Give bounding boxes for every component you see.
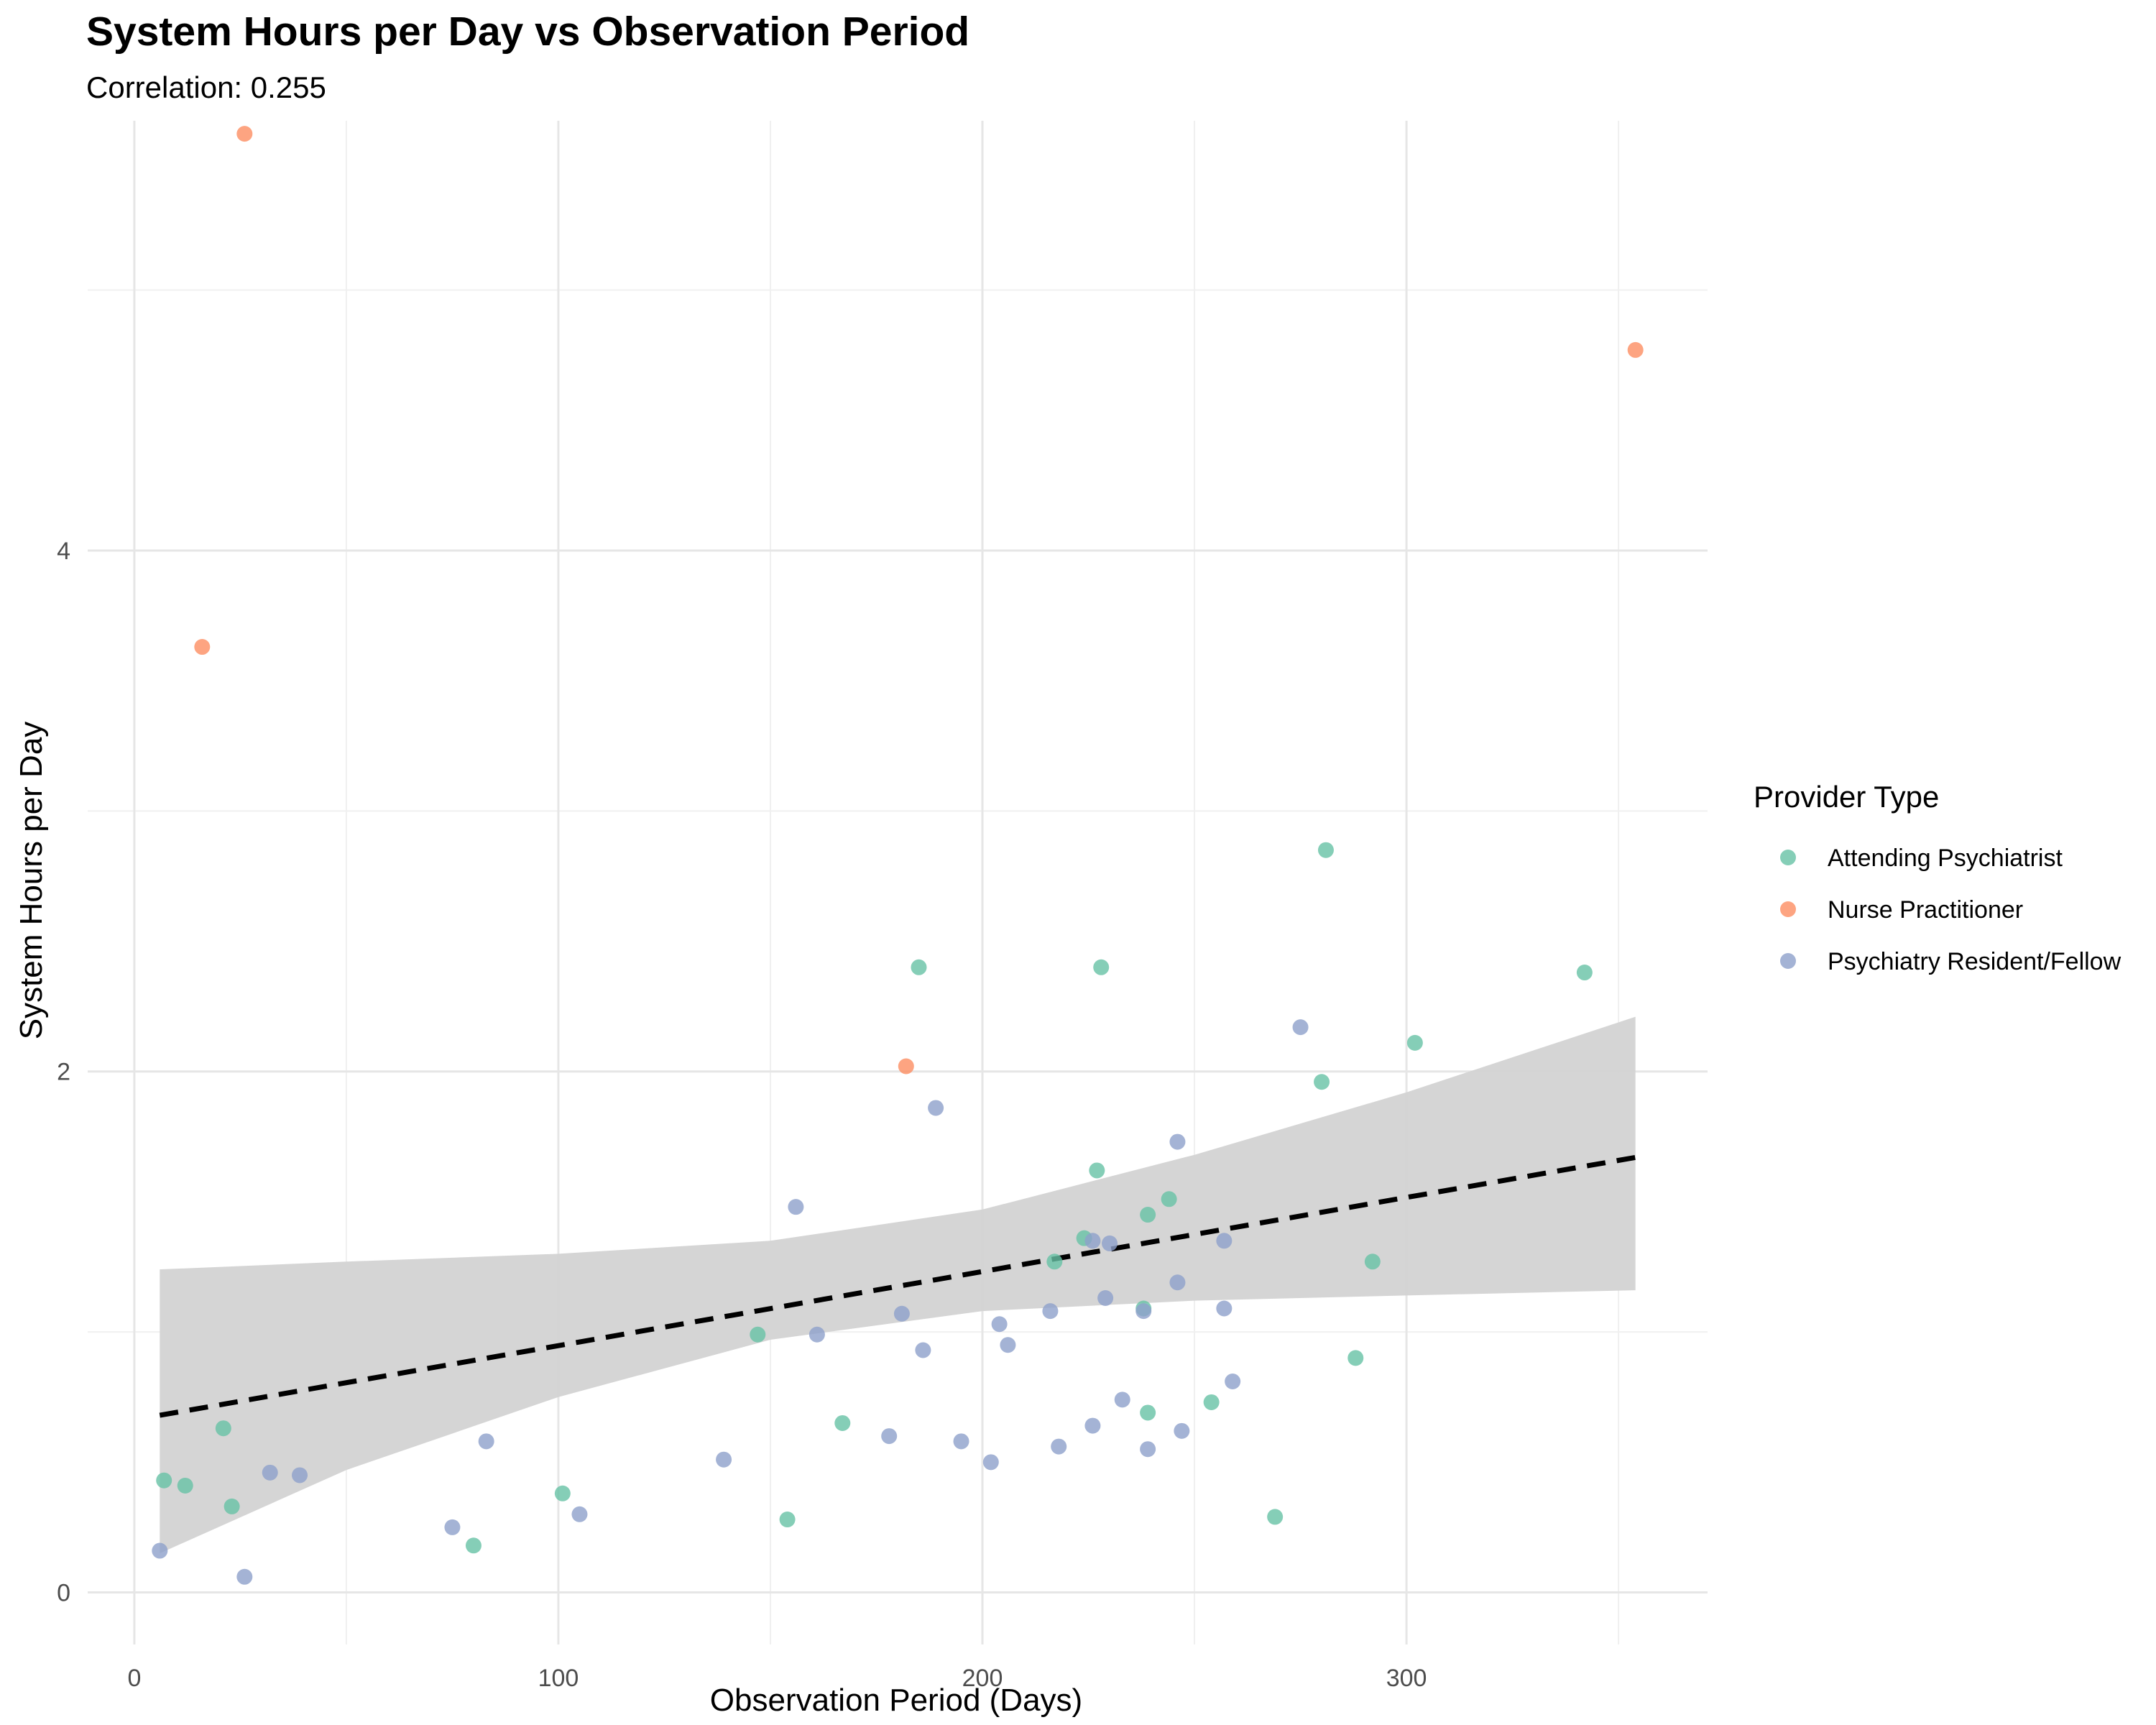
legend: Provider Type Attending Psychiatrist Nurs… [1754, 780, 2122, 975]
data-point [1140, 1207, 1156, 1223]
data-point [716, 1451, 732, 1468]
major-gridlines [88, 121, 1708, 1644]
data-point [1114, 1392, 1130, 1408]
data-point [808, 1326, 825, 1343]
trend-line [159, 1154, 1636, 1418]
data-point [1317, 842, 1334, 858]
data-point [1314, 1074, 1330, 1090]
data-point [1216, 1300, 1233, 1317]
data-point [1042, 1303, 1059, 1320]
data-point [1348, 1350, 1364, 1366]
data-point [236, 126, 253, 142]
data-point [1097, 1290, 1114, 1307]
y-tick-label: 0 [57, 1580, 70, 1607]
chart-title: System Hours per Day vs Observation Peri… [86, 9, 969, 55]
data-point [991, 1316, 1008, 1333]
data-point [444, 1519, 461, 1535]
data-point [953, 1433, 969, 1450]
legend-marker [1780, 953, 1796, 969]
legend-label: Nurse Practitioner [1828, 896, 2023, 924]
data-point [898, 1058, 914, 1075]
data-point [1046, 1254, 1063, 1270]
data-point [928, 1100, 944, 1116]
data-point [1161, 1191, 1177, 1208]
data-point [236, 1568, 253, 1585]
data-point [1140, 1404, 1156, 1421]
data-point [1051, 1438, 1067, 1455]
legend-marker [1780, 850, 1796, 865]
data-point [1216, 1233, 1233, 1249]
legend-marker [1780, 901, 1796, 917]
confidence-band-area [160, 1016, 1636, 1554]
data-point [1406, 1034, 1423, 1051]
data-point [1627, 341, 1644, 358]
data-point [152, 1542, 168, 1559]
data-point [834, 1414, 851, 1431]
legend-title: Provider Type [1754, 780, 1939, 814]
data-point [881, 1428, 898, 1445]
y-tick-label: 4 [57, 538, 70, 565]
data-point [1089, 1162, 1105, 1179]
data-point [1225, 1373, 1241, 1389]
y-axis-ticks: 0 2 4 [57, 538, 70, 1607]
data-point [215, 1420, 231, 1437]
data-point [1084, 1417, 1101, 1434]
data-point [1576, 965, 1593, 981]
data-point [779, 1512, 796, 1528]
data-point [156, 1472, 172, 1489]
data-point [1203, 1394, 1220, 1410]
data-point [1169, 1274, 1186, 1291]
series-nurse-practitioner [194, 126, 1644, 1075]
data-point [788, 1199, 804, 1215]
y-axis-title: System Hours per Day [14, 722, 49, 1040]
x-tick-label: 0 [127, 1665, 141, 1692]
data-point [750, 1326, 766, 1343]
data-points [152, 126, 1644, 1585]
data-point [1093, 959, 1110, 975]
data-point [1102, 1235, 1118, 1251]
x-tick-label: 200 [962, 1665, 1003, 1692]
data-point [465, 1537, 482, 1554]
data-point [915, 1342, 931, 1358]
data-point [194, 639, 211, 656]
data-point [1174, 1422, 1190, 1439]
data-point [554, 1485, 571, 1501]
data-point [1292, 1019, 1309, 1036]
regression-line [159, 1154, 1636, 1418]
x-axis-ticks: 0 100 200 300 [127, 1665, 1427, 1692]
y-tick-label: 2 [57, 1059, 70, 1086]
data-point [262, 1464, 278, 1481]
data-point [1169, 1133, 1186, 1150]
data-point [292, 1467, 308, 1484]
chart-subtitle: Correlation: 0.255 [86, 70, 326, 104]
data-point [911, 959, 927, 975]
x-axis-title: Observation Period (Days) [710, 1683, 1082, 1718]
legend-label: Psychiatry Resident/Fellow [1828, 948, 2122, 975]
data-point [571, 1506, 588, 1522]
data-point [1084, 1233, 1101, 1249]
data-point [478, 1433, 494, 1450]
data-point [893, 1305, 910, 1322]
series-psychiatry-resident-fellow [152, 1019, 1309, 1585]
confidence-band [160, 1016, 1636, 1554]
data-point [1135, 1303, 1152, 1320]
x-tick-label: 100 [538, 1665, 579, 1692]
data-point [1000, 1337, 1016, 1353]
data-point [224, 1498, 240, 1514]
data-point [177, 1477, 193, 1494]
data-point [1364, 1254, 1381, 1270]
data-point [982, 1454, 999, 1471]
data-point [1267, 1509, 1284, 1525]
legend-label: Attending Psychiatrist [1828, 845, 2063, 872]
data-point [1140, 1441, 1156, 1458]
x-tick-label: 300 [1386, 1665, 1427, 1692]
